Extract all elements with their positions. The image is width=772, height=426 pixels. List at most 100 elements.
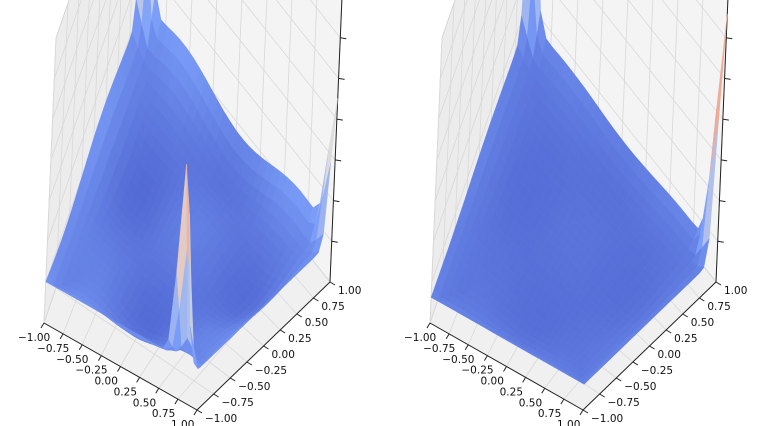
loss-surface — [45, 0, 338, 369]
x-tick — [155, 387, 160, 394]
y-tick-label: 1.00 — [724, 285, 747, 297]
gridline — [489, 0, 497, 149]
y-tick-label: −0.75 — [222, 397, 254, 409]
z-axis-line — [715, 0, 729, 283]
z-tick — [333, 200, 340, 203]
x-tick — [445, 333, 450, 340]
x-tick-label: 0.75 — [538, 408, 561, 420]
gridline — [67, 0, 80, 254]
gridline — [453, 0, 466, 254]
y-tick-label: −0.25 — [641, 365, 673, 377]
y-tick — [615, 377, 622, 382]
x-tick — [464, 344, 469, 351]
gridline — [436, 0, 724, 161]
surface-plot-left: −1.00−0.75−0.50−0.250.000.250.500.751.00… — [18, 0, 361, 426]
y-tick — [715, 281, 722, 286]
y-tick — [599, 393, 605, 398]
gridline — [434, 0, 722, 201]
x-tick — [59, 333, 64, 340]
z-tick — [721, 159, 728, 162]
y-tick-label: −0.50 — [238, 381, 270, 393]
gridline — [438, 0, 725, 120]
z-tick — [340, 37, 347, 40]
x-tick — [522, 377, 527, 383]
z-tick — [726, 37, 733, 40]
x-tick — [117, 366, 121, 372]
x-tick-label: 0.00 — [481, 376, 504, 388]
x-tick — [541, 387, 546, 394]
gridline — [43, 37, 57, 324]
x-tick-label: 0.50 — [519, 397, 542, 409]
z-axis-line — [329, 0, 343, 283]
tick-labels: −1.00−0.75−0.50−0.250.000.250.500.751.00… — [404, 281, 747, 426]
x-tick-label: −0.50 — [56, 354, 88, 366]
y-tick-label: −1.00 — [205, 413, 237, 425]
y-tick — [582, 409, 589, 414]
gridline — [103, 0, 111, 149]
tick-labels: −1.00−0.75−0.50−0.250.000.250.500.751.00… — [18, 281, 361, 426]
x-tick — [426, 322, 431, 329]
y-tick — [649, 345, 655, 350]
surface-cell — [193, 362, 204, 369]
y-tick — [313, 297, 319, 302]
x-tick — [40, 322, 45, 329]
y-tick-label: −0.75 — [608, 397, 640, 409]
y-tick-label: 0.50 — [305, 317, 328, 329]
x-tick-label: −0.75 — [37, 343, 69, 355]
y-tick-label: −1.00 — [591, 413, 623, 425]
x-tick — [560, 398, 565, 405]
x-tick-label: 0.25 — [500, 386, 523, 398]
x-tick-label: −0.25 — [461, 365, 493, 377]
z-tick — [336, 118, 343, 121]
gridline — [127, 0, 132, 79]
y-tick-label: 0.25 — [288, 333, 311, 345]
x-tick-label: 1.00 — [171, 419, 194, 426]
y-tick-label: 0.25 — [674, 333, 697, 345]
y-tick — [682, 313, 689, 318]
z-tick — [722, 118, 729, 121]
x-tick — [193, 409, 198, 416]
z-tick — [331, 240, 338, 243]
gridline — [91, 0, 101, 184]
chart-panel-right: ResNet-56s + A-FAN −1.00−0.75−0.50−0.250… — [386, 0, 772, 426]
y-tick-label: −0.50 — [624, 381, 656, 393]
gridline — [79, 0, 90, 219]
x-tick-label: −0.75 — [423, 343, 455, 355]
y-tick-label: 0.50 — [691, 317, 714, 329]
gridline — [501, 0, 508, 114]
x-tick-label: 0.50 — [133, 397, 156, 409]
x-tick — [174, 398, 179, 405]
x-tick-label: 0.25 — [114, 386, 137, 398]
y-tick-label: 0.75 — [707, 301, 730, 313]
gridline — [441, 2, 455, 289]
y-tick-label: 0.75 — [321, 301, 344, 313]
gridline — [429, 37, 443, 324]
chart-panel-left: ResNet-56s −1.00−0.75−0.50−0.250.000.250… — [18, 0, 361, 426]
z-tick — [717, 240, 724, 243]
x-tick-label: −0.50 — [442, 354, 474, 366]
y-tick-label: 0.00 — [272, 349, 295, 361]
x-tick-label: −1.00 — [18, 332, 50, 344]
gridline — [52, 0, 339, 120]
z-tick — [724, 77, 731, 80]
y-tick — [196, 409, 203, 414]
y-tick — [279, 329, 286, 334]
gridline — [55, 2, 69, 289]
surface-plot-right: −1.00−0.75−0.50−0.250.000.250.500.751.00… — [404, 0, 747, 426]
gridline — [48, 0, 336, 201]
x-tick — [97, 355, 102, 361]
surface-cell — [578, 379, 589, 385]
y-tick — [229, 377, 236, 382]
y-tick — [665, 329, 672, 334]
x-tick-label: −1.00 — [404, 332, 436, 344]
x-tick-label: 0.75 — [152, 408, 175, 420]
y-tick — [213, 393, 219, 398]
z-tick — [335, 159, 342, 162]
gridline — [47, 0, 334, 242]
x-tick — [78, 344, 83, 351]
loss-surface — [430, 0, 728, 385]
x-tick-label: 0.00 — [95, 376, 118, 388]
gridline — [513, 0, 518, 79]
y-tick — [329, 281, 336, 286]
y-tick — [246, 361, 253, 366]
